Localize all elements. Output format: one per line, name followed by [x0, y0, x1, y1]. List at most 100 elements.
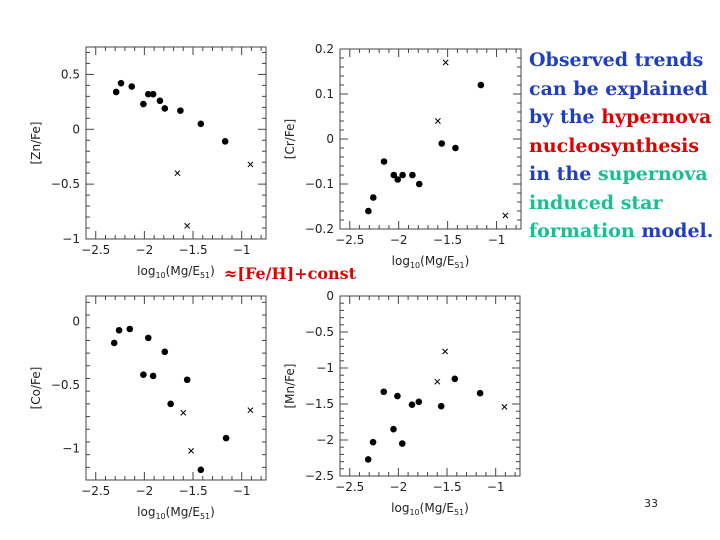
- data-point: [369, 194, 377, 201]
- data-point-cross: [247, 407, 254, 414]
- data-point: [197, 466, 205, 474]
- y-axis-label: [Co/Fe]: [29, 367, 43, 410]
- x-axis-label-part: log: [137, 505, 155, 519]
- x-tick-label: −1.5: [178, 243, 207, 257]
- cross-stroke: [247, 161, 254, 168]
- data-point: [408, 401, 416, 409]
- cross-stroke: [442, 348, 449, 355]
- data-point: [126, 325, 134, 333]
- data-point: [149, 90, 157, 98]
- data-point: [451, 375, 459, 383]
- x-axis-label-subscript: 10: [155, 512, 165, 521]
- x-axis-label: log10(Mg/E51): [391, 501, 469, 517]
- x-axis-label: log10(Mg/E51): [392, 254, 470, 270]
- x-tick-label: −1: [487, 480, 505, 494]
- cross-stroke: [502, 212, 509, 219]
- data-point: [115, 326, 123, 334]
- data-point: [369, 438, 377, 446]
- x-axis-label-part: (Mg/E: [420, 254, 454, 268]
- data-point: [477, 81, 485, 89]
- y-tick-label: −0.2: [305, 222, 334, 236]
- text-segment: induced star: [529, 191, 663, 214]
- data-point: [177, 107, 184, 114]
- x-tick-label: −2.5: [81, 484, 110, 498]
- data-point-cross: [188, 447, 195, 454]
- y-tick-label: 0: [326, 132, 334, 146]
- x-tick-label: −2.5: [81, 243, 110, 257]
- data-point-cross: [247, 161, 254, 168]
- x-tick-label: −2: [136, 484, 154, 498]
- cross-stroke: [501, 403, 508, 410]
- text-line: can be explained: [529, 75, 719, 104]
- y-tick-label: 0.5: [61, 67, 80, 81]
- text-segment: nucleosynthesis: [529, 134, 700, 157]
- cross-stroke: [434, 378, 441, 385]
- x-axis-label-subscript: 10: [155, 271, 165, 280]
- data-point: [476, 389, 484, 397]
- y-tick-label: −1.5: [305, 397, 334, 411]
- cross-stroke: [442, 59, 449, 66]
- data-point: [380, 158, 388, 165]
- data-point-cross: [184, 222, 191, 229]
- data-point-cross: [434, 378, 441, 385]
- text-segment: Observed trends: [529, 49, 704, 71]
- x-axis-label-part: (Mg/E: [420, 501, 454, 515]
- data-point: [399, 171, 406, 179]
- page-number: 33: [644, 497, 658, 510]
- data-point: [394, 392, 401, 400]
- chart-panel: −2.5 −2 −1.5 −1 −2.5 −2 −1.5 −1 −0.5 0 [Mn/Fe] log1…: [283, 289, 521, 517]
- x-tick-label: −1: [233, 243, 251, 257]
- y-tick-label: 0: [72, 314, 80, 328]
- y-tick-label: −0.5: [51, 177, 80, 191]
- x-axis-label-subscript: 10: [410, 261, 420, 270]
- data-point: [390, 171, 398, 179]
- data-point: [161, 348, 169, 356]
- y-tick-label: −1: [62, 232, 80, 246]
- data-point: [149, 372, 157, 380]
- x-axis-label-subscript: 10: [409, 508, 419, 517]
- data-point: [161, 105, 169, 112]
- plot-frame: [339, 48, 522, 230]
- x-axis-label: log10(Mg/E51): [137, 264, 215, 280]
- x-axis-label-part: ): [465, 254, 470, 268]
- x-axis-label-part: log: [391, 501, 409, 515]
- data-point: [415, 398, 423, 406]
- data-point: [437, 402, 445, 410]
- x-axis-label-part: ): [210, 264, 215, 278]
- data-point-cross: [174, 170, 181, 177]
- y-tick-label: −0.5: [305, 325, 334, 339]
- data-point: [183, 376, 191, 384]
- y-axis-label: [Mn/Fe]: [283, 364, 297, 409]
- x-tick-label: −1.5: [432, 480, 461, 494]
- x-axis-label-part: (Mg/E: [166, 505, 200, 519]
- x-axis-label-subscript: 51: [454, 261, 464, 270]
- data-point: [117, 79, 125, 87]
- data-point: [128, 83, 136, 90]
- data-point: [144, 90, 152, 98]
- x-axis-label-subscript: 51: [200, 512, 210, 521]
- x-axis-label-part: ): [464, 501, 469, 515]
- x-axis-label-part: log: [137, 264, 155, 278]
- x-tick-label: −2: [390, 480, 408, 494]
- data-point-cross: [501, 403, 508, 410]
- data-point: [140, 100, 147, 108]
- data-point: [222, 434, 230, 442]
- text-segment: model.: [634, 220, 714, 242]
- x-tick-label: −1: [233, 484, 251, 498]
- x-tick-label: −1: [488, 233, 506, 247]
- y-tick-label: −1: [62, 441, 80, 455]
- x-tick-label: −2.5: [335, 480, 364, 494]
- text-line: in the supernova: [529, 160, 719, 189]
- text-segment: hypernova: [601, 106, 712, 128]
- data-point-cross: [442, 59, 449, 66]
- x-tick-label: −2.5: [335, 233, 364, 247]
- data-point-cross: [502, 212, 509, 219]
- plot-frame: [85, 295, 267, 481]
- text-segment: in the: [529, 163, 598, 185]
- data-point: [415, 180, 423, 188]
- data-point: [110, 339, 118, 347]
- fe-h-approximation-note: ≈[Fe/H]+const: [224, 264, 357, 283]
- x-tick-label: −1.5: [433, 233, 462, 247]
- x-axis-label: log10(Mg/E51): [137, 505, 215, 521]
